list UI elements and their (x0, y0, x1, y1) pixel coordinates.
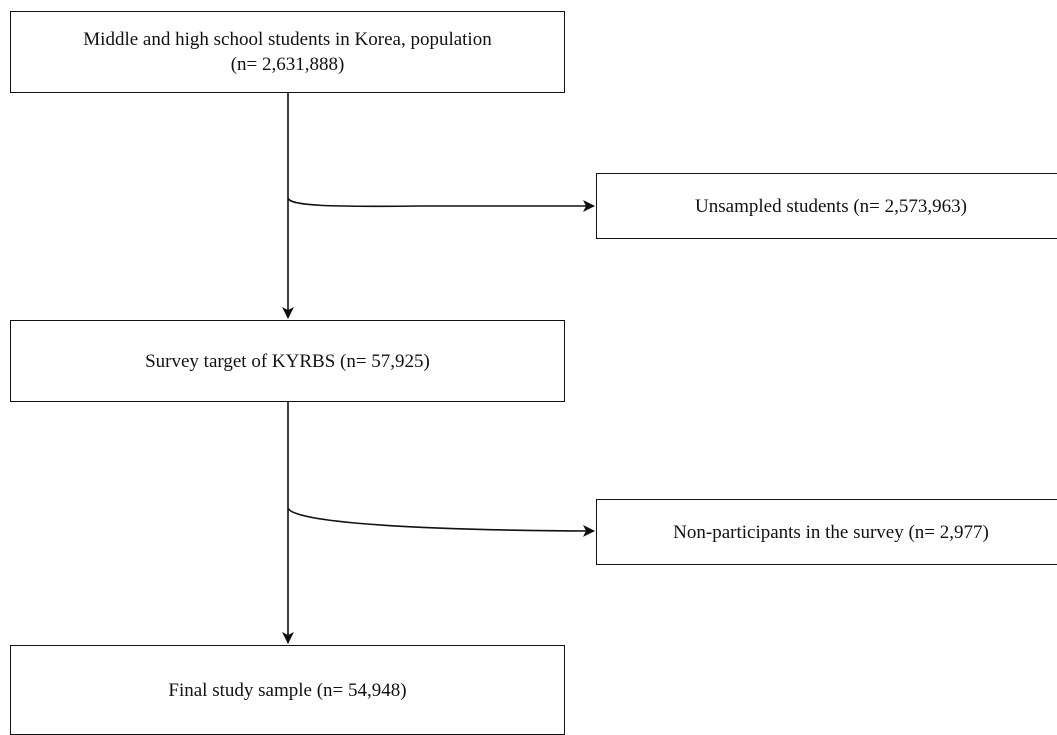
unsampled-label: Unsampled students (n= 2,573,963) (695, 195, 967, 217)
survey-target-label: Survey target of KYRBS (n= 57,925) (145, 350, 430, 372)
arrow-to-unsampled (287, 197, 595, 212)
non-participants-label: Non-participants in the survey (n= 2,977… (673, 521, 989, 543)
final-sample-label: Final study sample (n= 54,948) (168, 679, 407, 701)
population-box: Middle and high school students in Korea… (10, 11, 565, 93)
survey-target-box: Survey target of KYRBS (n= 57,925) (10, 320, 565, 402)
unsampled-box: Unsampled students (n= 2,573,963) (596, 173, 1057, 239)
final-sample-box: Final study sample (n= 54,948) (10, 645, 565, 735)
non-participants-box: Non-participants in the survey (n= 2,977… (596, 499, 1057, 565)
population-label: Middle and high school students in Korea… (83, 29, 492, 50)
arrow-to-non-participants (287, 507, 595, 537)
population-count: (n= 2,631,888) (230, 54, 345, 75)
